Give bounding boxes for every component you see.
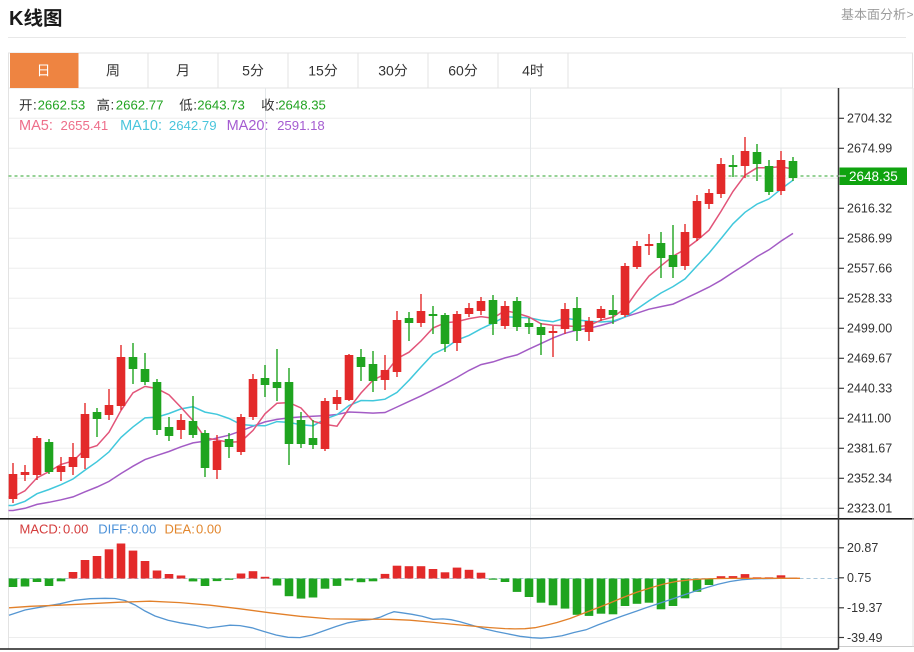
svg-text:MA5:: MA5: — [19, 118, 53, 134]
svg-text:2655.41: 2655.41 — [61, 118, 109, 133]
svg-text::: : — [111, 98, 115, 113]
svg-text:2557.66: 2557.66 — [847, 262, 892, 276]
svg-text:2352.34: 2352.34 — [847, 472, 892, 486]
svg-text:-39.49: -39.49 — [847, 631, 882, 645]
svg-text::: : — [275, 98, 279, 113]
svg-text:K: K — [9, 8, 24, 30]
svg-text:0.00: 0.00 — [196, 522, 221, 537]
svg-text:30: 30 — [378, 63, 394, 79]
svg-text:2323.01: 2323.01 — [847, 502, 892, 516]
svg-text:2469.67: 2469.67 — [847, 352, 892, 366]
svg-text:2643.73: 2643.73 — [197, 98, 245, 113]
svg-text:MACD:: MACD: — [20, 522, 62, 537]
svg-text:5: 5 — [242, 63, 250, 79]
svg-text:2616.32: 2616.32 — [847, 202, 892, 216]
svg-text:2674.99: 2674.99 — [847, 142, 892, 156]
svg-text:20.87: 20.87 — [847, 541, 878, 555]
svg-text::: : — [193, 98, 197, 113]
svg-text:0.00: 0.00 — [131, 522, 156, 537]
svg-text:2704.32: 2704.32 — [847, 112, 892, 126]
svg-text:0.75: 0.75 — [847, 571, 871, 585]
svg-text:2662.77: 2662.77 — [116, 98, 164, 113]
svg-text:4: 4 — [522, 63, 530, 79]
svg-text:>: > — [907, 8, 914, 22]
svg-text:2648.35: 2648.35 — [278, 98, 326, 113]
svg-text:2411.00: 2411.00 — [847, 412, 891, 426]
svg-text:MA20:: MA20: — [227, 118, 269, 134]
svg-text:2528.33: 2528.33 — [847, 292, 892, 306]
svg-text:2642.79: 2642.79 — [169, 118, 217, 133]
svg-text:0.00: 0.00 — [63, 522, 88, 537]
svg-text:2591.18: 2591.18 — [277, 118, 325, 133]
svg-text:DEA:: DEA: — [165, 522, 195, 537]
svg-text:2440.33: 2440.33 — [847, 382, 892, 396]
svg-text:60: 60 — [448, 63, 464, 79]
svg-text:2662.53: 2662.53 — [38, 98, 86, 113]
svg-text:2381.67: 2381.67 — [847, 442, 892, 456]
svg-text::: : — [33, 98, 37, 113]
svg-text:2586.99: 2586.99 — [847, 232, 892, 246]
svg-text:15: 15 — [308, 63, 324, 79]
svg-text:DIFF:: DIFF: — [98, 522, 131, 537]
svg-text:MA10:: MA10: — [120, 118, 162, 134]
svg-text:-19.37: -19.37 — [847, 601, 882, 615]
svg-text:2648.35: 2648.35 — [849, 169, 898, 184]
svg-text:2499.00: 2499.00 — [847, 322, 892, 336]
